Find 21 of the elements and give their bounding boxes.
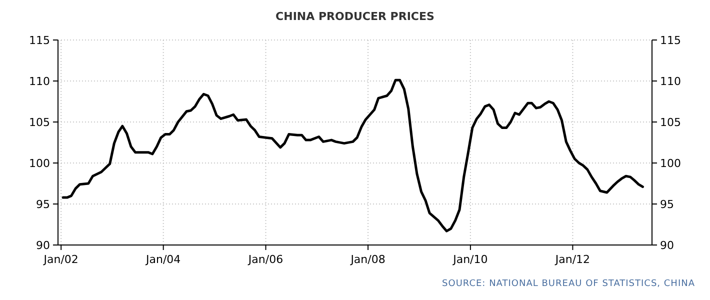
y2-tick-label: 115 [660, 34, 681, 47]
source-note: SOURCE: NATIONAL BUREAU OF STATISTICS, CHINA [442, 279, 696, 289]
x-tick-label: Jan/10 [452, 253, 488, 266]
y2-tick-label: 90 [660, 238, 674, 252]
y-tick-label: 105 [29, 116, 50, 129]
x-tick-label: Jan/12 [554, 253, 590, 266]
x-tick-label: Jan/08 [350, 253, 386, 266]
chart-title: CHINA PRODUCER PRICES [276, 10, 435, 23]
x-tick-label: Jan/02 [42, 253, 78, 266]
y-tick-label: 115 [29, 34, 50, 47]
y-tick-label: 90 [36, 238, 50, 252]
x-tick-label: Jan/04 [145, 253, 181, 266]
y2-tick-label: 100 [660, 156, 681, 170]
x-tick-label: Jan/06 [247, 253, 284, 266]
line-series [62, 78, 644, 232]
y-tick-label: 100 [29, 156, 50, 170]
y2-tick-label: 110 [660, 74, 681, 88]
y-tick-label: 95 [36, 198, 50, 211]
y-tick-label: 110 [29, 74, 50, 88]
y2-tick-label: 95 [660, 198, 674, 211]
y2-tick-label: 105 [660, 116, 681, 129]
